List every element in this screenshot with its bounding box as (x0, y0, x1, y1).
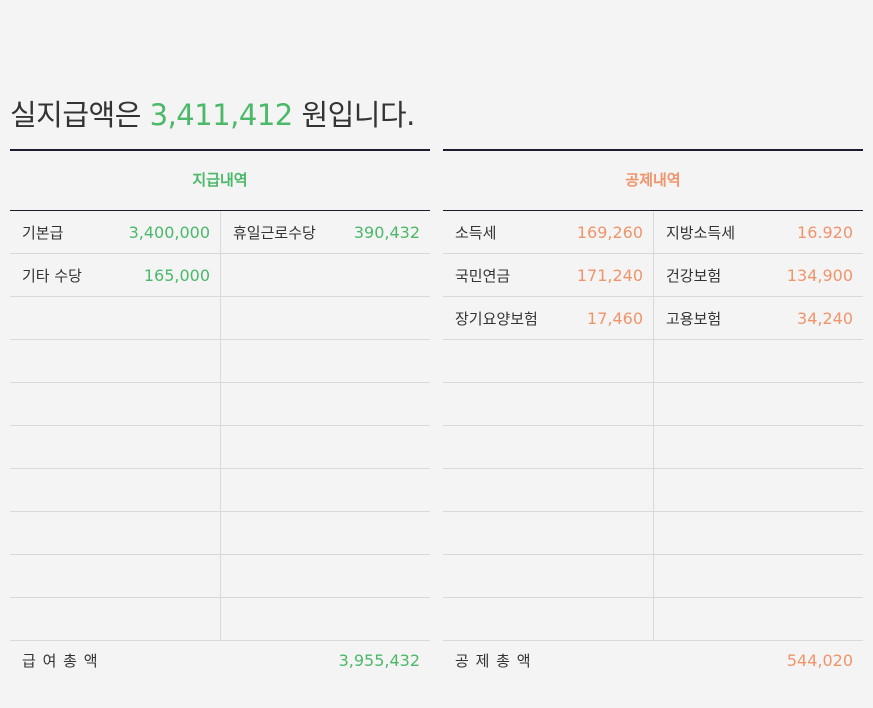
item-label: 지방소득세 (666, 223, 736, 242)
panel-top-divider (443, 149, 863, 151)
table-cell (653, 469, 863, 511)
deductions-total-row: 공 제 총 액 544,020 (443, 640, 863, 680)
table-cell (443, 512, 653, 554)
table-cell (443, 340, 653, 382)
table-cell (10, 340, 220, 382)
table-cell (220, 254, 430, 296)
item-value: 165,000 (143, 265, 210, 285)
table-cell: 휴일근로수당 390,432 (220, 211, 430, 253)
table-row: 장기요양보험 17,460 고용보험 34,240 (443, 297, 863, 340)
table-cell (443, 469, 653, 511)
table-cell (10, 383, 220, 425)
table-cell (220, 426, 430, 468)
table-cell: 고용보험 34,240 (653, 297, 863, 339)
payments-panel: 지급내역 기본급 3,400,000 휴일근로수당 390,432 기타 수당 165,0… (10, 149, 430, 680)
table-cell (220, 297, 430, 339)
table-cell (10, 426, 220, 468)
table-cell (443, 383, 653, 425)
table-cell (10, 297, 220, 339)
table-row (443, 340, 863, 383)
table-row (443, 598, 863, 641)
item-value: 16.920 (797, 222, 853, 242)
table-row (10, 340, 430, 383)
table-row: 국민연금 171,240 건강보험 134,900 (443, 254, 863, 297)
table-cell (220, 383, 430, 425)
table-cell (10, 598, 220, 640)
deductions-grid: 소득세 169,260 지방소득세 16.920 국민연금 171,240 건강보험 134,… (443, 211, 863, 641)
table-cell: 국민연금 171,240 (443, 254, 653, 296)
item-label: 장기요양보험 (455, 309, 538, 328)
table-cell (220, 469, 430, 511)
item-value: 390,432 (353, 222, 420, 242)
table-cell (653, 598, 863, 640)
item-value: 3,400,000 (128, 222, 210, 242)
table-row (10, 383, 430, 426)
table-cell (220, 340, 430, 382)
table-cell (10, 555, 220, 597)
table-cell (443, 426, 653, 468)
panel-top-divider (10, 149, 430, 151)
table-cell (653, 426, 863, 468)
item-label: 국민연금 (455, 266, 511, 285)
table-row: 기본급 3,400,000 휴일근로수당 390,432 (10, 211, 430, 254)
payments-total-row: 급 여 총 액 3,955,432 (10, 640, 430, 680)
table-row: 소득세 169,260 지방소득세 16.920 (443, 211, 863, 254)
table-row (10, 555, 430, 598)
item-value: 34,240 (797, 308, 853, 328)
table-cell: 건강보험 134,900 (653, 254, 863, 296)
item-value: 17,460 (587, 308, 643, 328)
table-row (443, 426, 863, 469)
table-row (443, 383, 863, 426)
table-row (443, 512, 863, 555)
item-label: 기타 수당 (22, 266, 82, 285)
deductions-total-value: 544,020 (786, 651, 853, 670)
payments-title: 지급내역 (10, 151, 430, 211)
table-row (10, 297, 430, 340)
table-row (10, 426, 430, 469)
table-cell (10, 469, 220, 511)
table-cell (653, 512, 863, 554)
table-cell (220, 512, 430, 554)
deductions-panel: 공제내역 소득세 169,260 지방소득세 16.920 국민연금 171,240 건강보… (443, 149, 863, 680)
item-label: 건강보험 (666, 266, 722, 285)
table-cell: 장기요양보험 17,460 (443, 297, 653, 339)
item-label: 기본급 (22, 223, 64, 242)
table-cell (443, 555, 653, 597)
deductions-title: 공제내역 (443, 151, 863, 211)
table-cell (653, 383, 863, 425)
payments-total-value: 3,955,432 (338, 651, 420, 670)
net-pay-amount: 3,411,412 (149, 98, 294, 132)
table-row (443, 555, 863, 598)
table-cell (653, 555, 863, 597)
net-pay-headline: 실지급액은 3,411,412 원입니다. (10, 92, 415, 134)
table-cell (443, 598, 653, 640)
table-cell: 기본급 3,400,000 (10, 211, 220, 253)
item-label: 휴일근로수당 (233, 223, 316, 242)
table-cell: 기타 수당 165,000 (10, 254, 220, 296)
item-value: 169,260 (576, 222, 643, 242)
table-row (10, 469, 430, 512)
item-label: 소득세 (455, 223, 497, 242)
table-row: 기타 수당 165,000 (10, 254, 430, 297)
payments-grid: 기본급 3,400,000 휴일근로수당 390,432 기타 수당 165,000 (10, 211, 430, 641)
table-cell (220, 598, 430, 640)
table-cell: 소득세 169,260 (443, 211, 653, 253)
payments-total-label: 급 여 총 액 (22, 652, 99, 670)
deductions-total-label: 공 제 총 액 (455, 652, 532, 670)
table-cell (10, 512, 220, 554)
table-row (443, 469, 863, 512)
table-cell (220, 555, 430, 597)
item-value: 171,240 (576, 265, 643, 285)
table-row (10, 512, 430, 555)
table-row (10, 598, 430, 641)
headline-suffix: 원입니다. (301, 98, 415, 132)
headline-prefix: 실지급액은 (10, 98, 141, 132)
table-cell: 지방소득세 16.920 (653, 211, 863, 253)
item-value: 134,900 (786, 265, 853, 285)
item-label: 고용보험 (666, 309, 722, 328)
table-cell (653, 340, 863, 382)
